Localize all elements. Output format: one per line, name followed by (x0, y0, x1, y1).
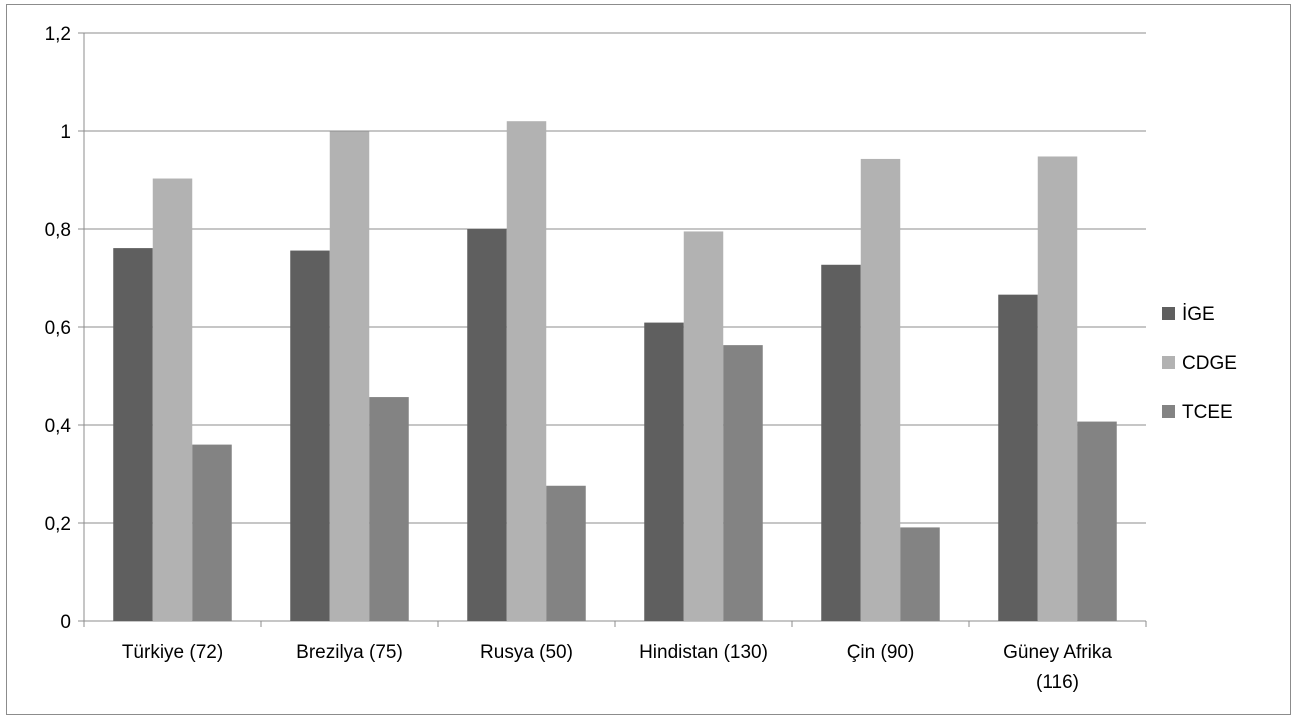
x-tick-label: Çin (90) (847, 642, 915, 663)
bar-CDGE-0 (152, 178, 193, 621)
legend-label: İGE (1182, 304, 1215, 325)
bars (113, 121, 1117, 622)
x-tick-label: Rusya (50) (480, 642, 573, 663)
bar-İGE-5 (998, 294, 1038, 621)
y-tick-label: 1 (60, 122, 71, 143)
bar-CDGE-2 (506, 121, 547, 621)
y-tick-label: 0,8 (45, 220, 71, 241)
bar-CDGE-1 (329, 131, 370, 622)
y-tick-label: 0,6 (45, 318, 71, 339)
bar-TCEE-5 (1077, 421, 1117, 621)
bar-İGE-4 (821, 264, 861, 621)
legend-swatch (1162, 307, 1175, 320)
x-tick-labels: Türkiye (72) Brezilya (75) Rusya (50) Hindi… (122, 642, 1112, 693)
x-tick-label: Brezilya (75) (296, 642, 403, 663)
x-tick-label: Türkiye (72) (122, 642, 223, 663)
x-tick-label: Güney Afrika (116) (1003, 642, 1112, 693)
bar-TCEE-1 (369, 397, 409, 621)
y-tick-labels: 0 0,2 0,4 0,6 0,8 1 1,2 (45, 24, 72, 633)
legend-swatch (1162, 356, 1175, 369)
y-tick-label: 0,2 (45, 514, 71, 535)
y-tick-label: 0,4 (45, 416, 72, 437)
bar-İGE-3 (644, 322, 684, 621)
x-tick-label: Hindistan (130) (639, 642, 768, 663)
bar-CDGE-5 (1037, 156, 1078, 622)
bar-İGE-1 (290, 250, 330, 621)
bar-TCEE-4 (900, 527, 940, 621)
bar-İGE-2 (467, 229, 507, 621)
y-tick-label: 1,2 (45, 24, 71, 45)
bar-TCEE-2 (546, 485, 586, 621)
bar-CDGE-4 (860, 158, 901, 621)
y-tick-label: 0 (60, 612, 71, 633)
legend-label: TCEE (1182, 402, 1233, 423)
legend: İGE CDGE TCEE (1162, 304, 1237, 423)
legend-label: CDGE (1182, 353, 1237, 374)
bar-TCEE-0 (192, 444, 232, 621)
bar-CDGE-3 (683, 231, 724, 621)
gridlines (84, 32, 1146, 524)
axes (78, 32, 1147, 627)
legend-swatch (1162, 405, 1175, 418)
bar-İGE-0 (113, 248, 153, 622)
bar-TCEE-3 (723, 345, 763, 621)
